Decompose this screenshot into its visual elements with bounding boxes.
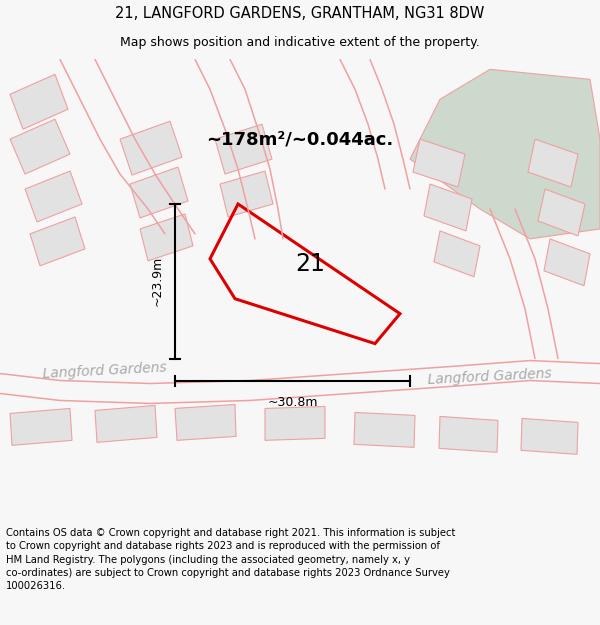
Polygon shape [434,231,480,277]
Polygon shape [30,217,85,266]
Text: ~30.8m: ~30.8m [267,396,318,409]
Polygon shape [528,139,578,187]
Polygon shape [410,69,600,239]
Polygon shape [521,418,578,454]
Polygon shape [265,406,325,441]
Polygon shape [538,189,585,236]
Polygon shape [175,404,236,441]
Text: ~23.9m: ~23.9m [151,256,163,306]
Text: 21: 21 [295,252,325,276]
Text: 21, LANGFORD GARDENS, GRANTHAM, NG31 8DW: 21, LANGFORD GARDENS, GRANTHAM, NG31 8DW [115,6,485,21]
Polygon shape [544,239,590,286]
Text: ~178m²/~0.044ac.: ~178m²/~0.044ac. [206,130,394,148]
Text: Langford Gardens: Langford Gardens [428,366,553,387]
Polygon shape [95,406,157,442]
Polygon shape [10,409,72,446]
Polygon shape [10,74,68,129]
Text: Contains OS data © Crown copyright and database right 2021. This information is : Contains OS data © Crown copyright and d… [6,528,455,591]
Polygon shape [424,184,472,231]
Polygon shape [439,416,498,452]
Polygon shape [140,214,193,261]
Polygon shape [215,124,272,174]
Polygon shape [130,167,188,218]
Polygon shape [10,119,70,174]
Polygon shape [413,139,465,187]
Polygon shape [120,121,182,175]
Polygon shape [354,412,415,447]
Polygon shape [25,171,82,222]
Polygon shape [220,171,273,217]
Text: Langford Gardens: Langford Gardens [43,360,167,381]
Text: Map shows position and indicative extent of the property.: Map shows position and indicative extent… [120,36,480,49]
